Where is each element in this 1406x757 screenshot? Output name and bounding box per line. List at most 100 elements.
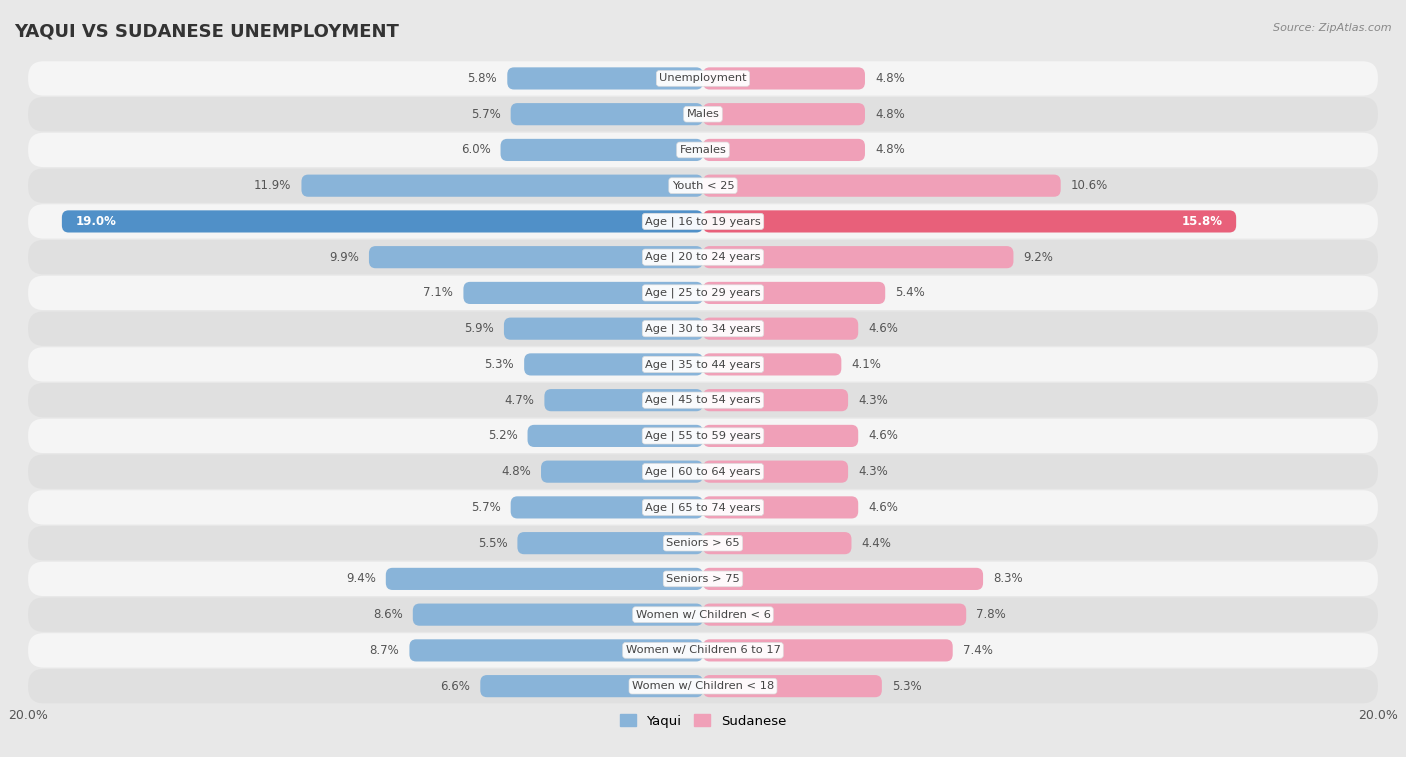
FancyBboxPatch shape [28,169,1378,203]
FancyBboxPatch shape [703,246,1014,268]
FancyBboxPatch shape [703,532,852,554]
FancyBboxPatch shape [503,318,703,340]
FancyBboxPatch shape [481,675,703,697]
Text: 4.7%: 4.7% [505,394,534,407]
Text: Source: ZipAtlas.com: Source: ZipAtlas.com [1274,23,1392,33]
FancyBboxPatch shape [28,240,1378,274]
Text: 5.3%: 5.3% [485,358,515,371]
Text: 5.8%: 5.8% [468,72,498,85]
Text: 4.8%: 4.8% [875,107,905,120]
Text: YAQUI VS SUDANESE UNEMPLOYMENT: YAQUI VS SUDANESE UNEMPLOYMENT [14,23,399,41]
FancyBboxPatch shape [28,311,1378,346]
Text: Women w/ Children < 18: Women w/ Children < 18 [631,681,775,691]
Text: 4.3%: 4.3% [858,465,889,478]
Text: 9.2%: 9.2% [1024,251,1053,263]
Text: 6.0%: 6.0% [461,143,491,157]
FancyBboxPatch shape [301,175,703,197]
FancyBboxPatch shape [28,633,1378,668]
FancyBboxPatch shape [703,103,865,125]
FancyBboxPatch shape [703,568,983,590]
FancyBboxPatch shape [28,491,1378,525]
FancyBboxPatch shape [28,597,1378,632]
FancyBboxPatch shape [28,383,1378,417]
FancyBboxPatch shape [28,562,1378,596]
Text: 9.4%: 9.4% [346,572,375,585]
FancyBboxPatch shape [28,132,1378,167]
Text: Age | 35 to 44 years: Age | 35 to 44 years [645,359,761,369]
Text: Age | 65 to 74 years: Age | 65 to 74 years [645,502,761,512]
FancyBboxPatch shape [508,67,703,89]
Text: 7.1%: 7.1% [423,286,453,300]
Text: 5.2%: 5.2% [488,429,517,442]
FancyBboxPatch shape [703,139,865,161]
FancyBboxPatch shape [28,526,1378,560]
Text: Age | 60 to 64 years: Age | 60 to 64 years [645,466,761,477]
FancyBboxPatch shape [28,454,1378,489]
FancyBboxPatch shape [28,61,1378,95]
Text: 5.9%: 5.9% [464,322,494,335]
Text: Age | 25 to 29 years: Age | 25 to 29 years [645,288,761,298]
FancyBboxPatch shape [703,282,886,304]
FancyBboxPatch shape [28,347,1378,382]
Text: 4.3%: 4.3% [858,394,889,407]
Text: 7.4%: 7.4% [963,644,993,657]
Text: 11.9%: 11.9% [254,179,291,192]
FancyBboxPatch shape [703,675,882,697]
Text: 4.4%: 4.4% [862,537,891,550]
Text: Age | 45 to 54 years: Age | 45 to 54 years [645,395,761,406]
FancyBboxPatch shape [703,389,848,411]
Text: 8.6%: 8.6% [373,608,402,621]
Text: 5.3%: 5.3% [891,680,921,693]
FancyBboxPatch shape [703,603,966,626]
Text: Age | 30 to 34 years: Age | 30 to 34 years [645,323,761,334]
Text: 4.8%: 4.8% [875,72,905,85]
Text: 4.1%: 4.1% [852,358,882,371]
FancyBboxPatch shape [464,282,703,304]
FancyBboxPatch shape [703,175,1060,197]
Text: 4.6%: 4.6% [869,501,898,514]
Text: 4.8%: 4.8% [501,465,531,478]
FancyBboxPatch shape [28,669,1378,703]
FancyBboxPatch shape [28,276,1378,310]
FancyBboxPatch shape [62,210,703,232]
Text: Youth < 25: Youth < 25 [672,181,734,191]
Text: 7.8%: 7.8% [976,608,1007,621]
FancyBboxPatch shape [524,354,703,375]
Text: Unemployment: Unemployment [659,73,747,83]
Text: Age | 16 to 19 years: Age | 16 to 19 years [645,217,761,226]
FancyBboxPatch shape [541,460,703,483]
Text: 8.3%: 8.3% [993,572,1022,585]
FancyBboxPatch shape [703,640,953,662]
FancyBboxPatch shape [368,246,703,268]
FancyBboxPatch shape [28,97,1378,131]
FancyBboxPatch shape [409,640,703,662]
Text: 4.6%: 4.6% [869,322,898,335]
FancyBboxPatch shape [517,532,703,554]
FancyBboxPatch shape [703,460,848,483]
Text: Seniors > 65: Seniors > 65 [666,538,740,548]
FancyBboxPatch shape [413,603,703,626]
Text: 4.6%: 4.6% [869,429,898,442]
Text: Males: Males [686,109,720,119]
FancyBboxPatch shape [703,210,1236,232]
Text: Age | 20 to 24 years: Age | 20 to 24 years [645,252,761,263]
Text: 5.7%: 5.7% [471,501,501,514]
Text: 10.6%: 10.6% [1071,179,1108,192]
FancyBboxPatch shape [703,318,858,340]
FancyBboxPatch shape [28,419,1378,453]
Text: Age | 55 to 59 years: Age | 55 to 59 years [645,431,761,441]
Text: Females: Females [679,145,727,155]
FancyBboxPatch shape [703,497,858,519]
Text: Seniors > 75: Seniors > 75 [666,574,740,584]
FancyBboxPatch shape [510,103,703,125]
Legend: Yaqui, Sudanese: Yaqui, Sudanese [614,709,792,733]
FancyBboxPatch shape [544,389,703,411]
FancyBboxPatch shape [501,139,703,161]
FancyBboxPatch shape [703,67,865,89]
FancyBboxPatch shape [28,204,1378,238]
FancyBboxPatch shape [510,497,703,519]
FancyBboxPatch shape [703,354,841,375]
Text: 6.6%: 6.6% [440,680,470,693]
FancyBboxPatch shape [385,568,703,590]
FancyBboxPatch shape [527,425,703,447]
